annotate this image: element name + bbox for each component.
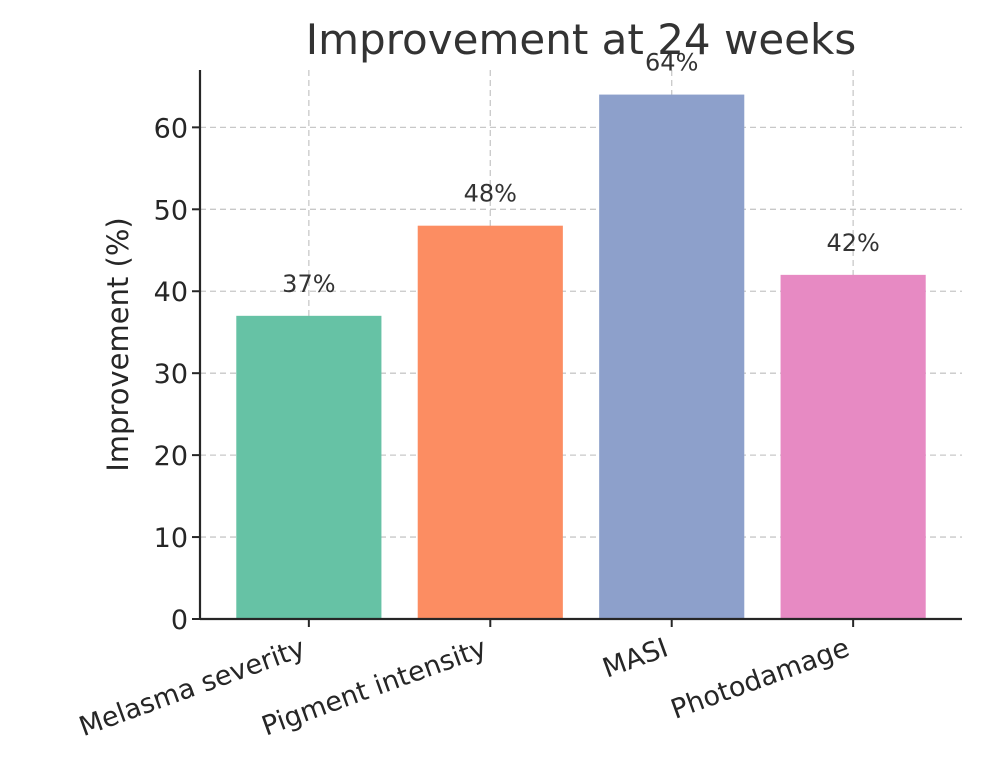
y-ticks: 0 10 20 30 40 50 60 [154,113,200,636]
x-tick-label: MASI [599,632,672,684]
y-tick-label: 0 [171,605,188,636]
bar-value-label: 48% [464,180,517,208]
bar-0 [236,315,382,619]
bar-1 [417,225,563,619]
chart-title: Improvement at 24 weeks [306,15,856,64]
axes [198,70,962,621]
y-tick-label: 40 [154,277,188,308]
bar-2 [599,94,745,619]
x-tick-label: Photodamage [667,632,854,725]
bar-value-label: 42% [826,229,879,257]
bar-3 [780,274,926,619]
bars [236,94,926,619]
y-tick-label: 60 [154,113,188,144]
data-labels: 37% 48% 64% 42% [282,49,880,298]
y-tick-label: 30 [154,359,188,390]
y-axis-label: Improvement (%) [101,217,135,472]
y-tick-label: 50 [154,195,188,226]
bar-value-label: 64% [645,49,698,77]
bar-value-label: 37% [282,270,335,298]
y-tick-label: 20 [154,441,188,472]
y-tick-label: 10 [154,523,188,554]
